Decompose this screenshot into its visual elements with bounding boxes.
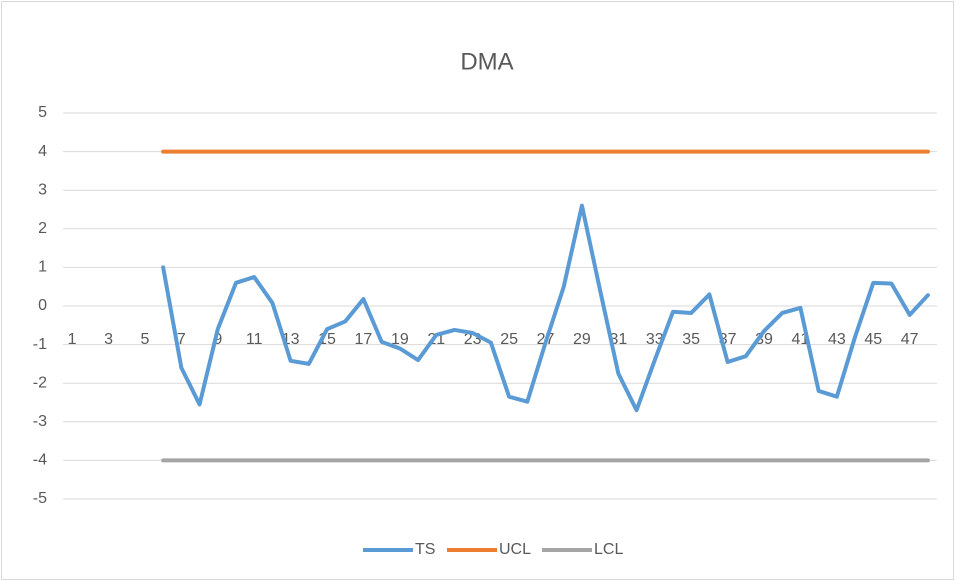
x-tick-label: 31 <box>609 331 627 348</box>
legend-label: LCL <box>594 541 623 558</box>
x-tick-label: 1 <box>68 331 77 348</box>
y-tick-label: -4 <box>33 452 47 469</box>
y-tick-label: -3 <box>33 413 47 430</box>
x-tick-label: 3 <box>104 331 113 348</box>
y-tick-label: 3 <box>38 181 47 198</box>
x-tick-label: 11 <box>246 331 263 348</box>
x-tick-label: 7 <box>177 331 186 348</box>
y-tick-label: 4 <box>38 143 47 160</box>
y-tick-label: -1 <box>33 336 47 353</box>
y-tick-label: -2 <box>33 374 47 391</box>
x-tick-label: 25 <box>500 331 518 348</box>
y-tick-label: 5 <box>38 104 47 121</box>
x-tick-label: 45 <box>864 331 882 348</box>
x-tick-label: 9 <box>213 331 222 348</box>
y-tick-label: -5 <box>33 490 47 507</box>
series-line <box>161 203 930 413</box>
x-tick-label: 17 <box>355 331 373 348</box>
x-tick-label: 29 <box>573 331 591 348</box>
legend-label: TS <box>415 541 435 558</box>
x-tick-label: 35 <box>682 331 700 348</box>
y-tick-label: 0 <box>38 297 47 314</box>
x-tick-label: 5 <box>140 331 149 348</box>
x-tick-label: 43 <box>828 331 846 348</box>
x-tick-label: 19 <box>391 331 409 348</box>
x-tick-label: 47 <box>901 331 919 348</box>
chart-title: DMA <box>460 48 513 75</box>
y-tick-label: 2 <box>38 220 47 237</box>
y-tick-label: 1 <box>38 259 47 276</box>
legend-label: UCL <box>499 541 531 558</box>
